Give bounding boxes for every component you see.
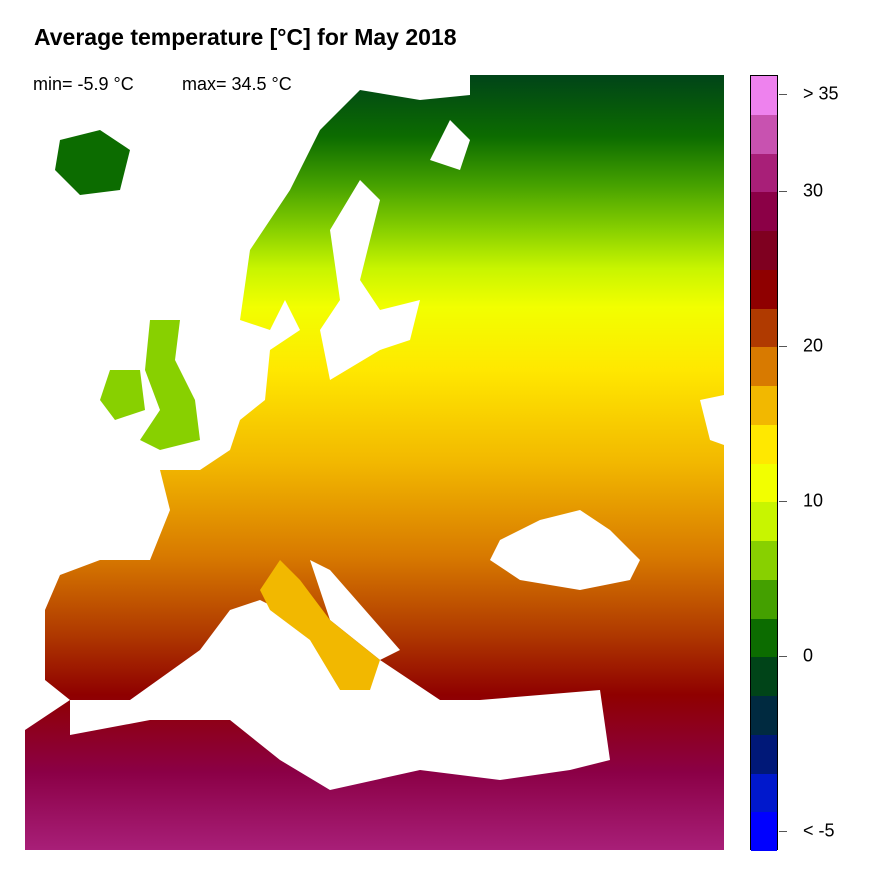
legend-tick-label: 20: [803, 335, 824, 356]
legend-tick: [779, 501, 787, 503]
seas: [25, 75, 724, 790]
min-temperature: min= -5.9 °C: [33, 74, 134, 94]
color-legend: [750, 75, 778, 851]
legend-tick-label: 10: [803, 490, 824, 511]
ireland: [100, 370, 145, 420]
legend-bin: [751, 812, 777, 851]
figure-title: Average temperature [°C] for May 2018: [34, 24, 457, 50]
legend-bin: [751, 579, 777, 619]
legend-bin: [751, 269, 777, 309]
legend-bin: [751, 347, 777, 386]
italy: [260, 560, 380, 690]
legend-bin: [751, 463, 777, 503]
legend-bin: [751, 114, 777, 154]
legend-bin: [751, 192, 777, 231]
black-sea: [490, 510, 640, 590]
legend-tick: [779, 191, 787, 193]
caspian-sea: [700, 395, 724, 445]
legend-tick: [779, 656, 787, 658]
legend-tick: [779, 346, 787, 348]
legend-bin: [751, 657, 777, 696]
legend-tick: [779, 830, 787, 832]
legend-tick-label: > 35: [803, 83, 839, 104]
white-sea: [430, 120, 470, 170]
iceland: [55, 130, 130, 195]
legend-bin: [751, 424, 777, 464]
legend-tick: [779, 94, 787, 96]
atlantic-ocean: [25, 75, 470, 730]
legend-tick-label: < -5: [803, 820, 835, 841]
legend-bin: [751, 153, 777, 193]
adriatic-sea: [310, 560, 400, 660]
legend-bin: [751, 386, 777, 425]
max-temperature: max= 34.5 °C: [182, 74, 292, 94]
mediterranean-sea: [70, 600, 610, 790]
great-britain: [140, 320, 200, 450]
legend-bin: [751, 502, 777, 541]
legend-tick-label: 0: [803, 645, 814, 666]
legend-bin: [751, 618, 777, 658]
temperature-map: [25, 75, 724, 850]
legend-bin: [751, 308, 777, 348]
legend-bin: [751, 76, 777, 115]
baltic-sea: [320, 180, 420, 380]
legend-bin: [751, 541, 777, 580]
legend-bin: [751, 734, 777, 774]
legend-tick-label: 30: [803, 180, 824, 201]
legend-bin: [751, 231, 777, 270]
legend-bin: [751, 773, 777, 813]
legend-bin: [751, 696, 777, 735]
